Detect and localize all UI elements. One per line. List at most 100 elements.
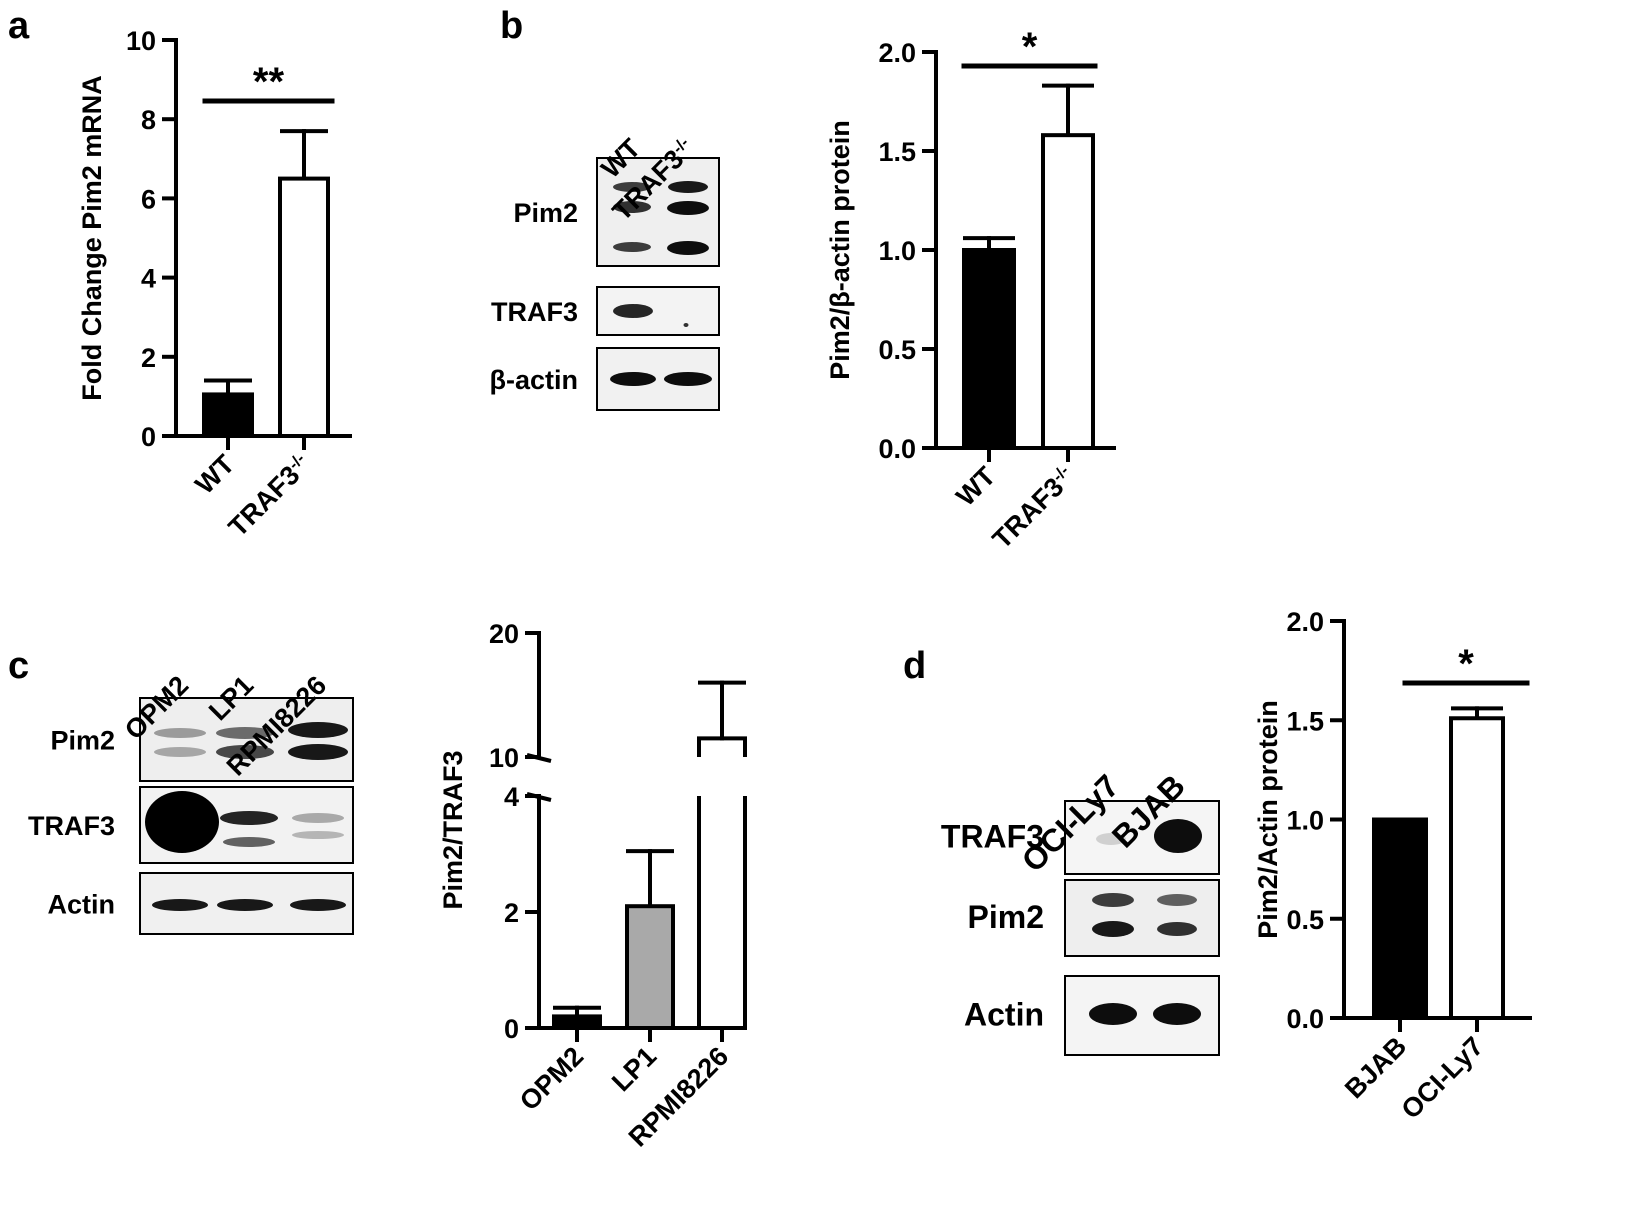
y-tick-label: 0.0	[878, 434, 916, 464]
y-tick-label: 0	[141, 422, 156, 452]
band	[613, 182, 651, 192]
blot-row-label: TRAF3	[491, 297, 578, 327]
y-axis-label: Fold Change Pim2 mRNA	[77, 75, 107, 401]
band	[1092, 921, 1134, 937]
panel-letter-c: c	[8, 645, 29, 687]
blot-strip: Pim2	[50, 697, 354, 782]
band	[613, 201, 651, 213]
band	[145, 791, 219, 853]
band	[1153, 1003, 1201, 1025]
y-tick-label: 4	[141, 264, 156, 294]
band	[220, 811, 278, 825]
y-axis-label: Pim2/TRAF3	[438, 750, 468, 909]
y-axis-label: Pim2/β-actin protein	[825, 120, 855, 380]
blot-strip: Pim2	[968, 879, 1220, 957]
x-tick-label: WT	[189, 449, 240, 500]
y-tick-label: 2	[504, 898, 519, 928]
x-tick-label: BJAB	[1339, 1031, 1412, 1104]
band	[292, 831, 344, 839]
y-tick-label: 4	[504, 782, 519, 812]
y-tick-label: 0.5	[878, 335, 916, 365]
band	[288, 722, 348, 738]
bar	[278, 176, 330, 438]
chart-c: 0 2 4 10 20 Pim2/TRAF3	[438, 619, 747, 1044]
y-tick-label: 1.0	[1286, 806, 1324, 836]
blot-strip: Pim2	[513, 157, 720, 267]
blot-strip: TRAF3	[491, 286, 720, 336]
bar	[1449, 716, 1505, 1020]
band	[1157, 922, 1197, 936]
blot-row-label: TRAF3	[28, 811, 115, 841]
blot-strip: β-actin	[490, 347, 720, 411]
blot-strip: Actin	[48, 872, 354, 935]
band	[288, 744, 348, 760]
band	[668, 181, 708, 193]
band	[1089, 1003, 1137, 1025]
band	[154, 728, 206, 738]
panel-letter-d: d	[903, 645, 926, 687]
x-tick-label: WT	[950, 461, 1001, 512]
band	[154, 747, 206, 757]
panel-letter-a: a	[8, 5, 30, 47]
bar-upper-segment	[697, 736, 747, 757]
y-tick-label: 8	[141, 105, 156, 135]
y-tick-label: 1.0	[878, 236, 916, 266]
band	[290, 899, 346, 911]
y-tick-label: 0.0	[1286, 1004, 1324, 1034]
y-tick-label: 10	[126, 26, 156, 56]
blot-row-label: β-actin	[490, 365, 579, 395]
western-blot-3: TRAF3 Pim2 Actin	[941, 800, 1220, 1056]
significance-marker: *	[1458, 642, 1474, 686]
x-tick-label: TRAF3-/-	[223, 449, 317, 543]
blot-row-label: Actin	[48, 890, 116, 920]
bar-lower-segment	[697, 796, 747, 1030]
y-tick-label: 2	[141, 343, 156, 373]
blot-row-label: Pim2	[513, 198, 578, 228]
significance-marker: **	[253, 60, 285, 104]
y-tick-label: 0	[504, 1014, 519, 1044]
y-tick-label: 1.5	[878, 137, 916, 167]
band	[667, 201, 709, 215]
y-tick-label: 1.5	[1286, 706, 1324, 736]
blot-row-label: Actin	[964, 997, 1044, 1033]
blot-frame	[139, 697, 354, 782]
y-tick-label: 2.0	[878, 38, 916, 68]
x-tick-label: OCI-Ly7	[1396, 1031, 1490, 1125]
y-tick-label: 20	[489, 619, 519, 649]
band	[216, 745, 274, 759]
chart-a: 0 2 4 6 8 10 Fold Change Pim2 mRNA **	[77, 26, 352, 452]
band	[217, 899, 273, 911]
band	[223, 837, 275, 847]
band	[664, 372, 712, 386]
bar	[1041, 133, 1095, 450]
band	[1154, 819, 1202, 853]
band	[1096, 833, 1126, 845]
spot	[683, 323, 689, 327]
band	[216, 727, 274, 739]
blot-frame	[1064, 879, 1220, 957]
band	[1092, 893, 1134, 907]
band	[1157, 894, 1197, 906]
blot-strip: TRAF3	[941, 800, 1220, 875]
band	[613, 304, 653, 318]
bar	[625, 904, 675, 1031]
blot-row-label: Pim2	[50, 726, 115, 756]
x-tick-label: TRAF3-/-	[987, 461, 1081, 555]
panel-letter-b: b	[500, 5, 523, 47]
band	[610, 372, 656, 386]
blot-row-label: Pim2	[968, 899, 1044, 935]
blot-row-label: TRAF3	[941, 819, 1044, 855]
bar	[962, 248, 1016, 450]
y-tick-label: 2.0	[1286, 607, 1324, 637]
blot-strip: Actin	[964, 975, 1220, 1056]
x-tick-label: OPM2	[514, 1041, 589, 1116]
chart-d: 0.0 0.5 1.0 1.5 2.0 Pim2/Actin protein *	[1253, 607, 1532, 1034]
band	[292, 813, 344, 823]
band	[667, 241, 709, 255]
bar	[1372, 817, 1428, 1020]
y-tick-label: 10	[489, 743, 519, 773]
x-tick-label: LP1	[606, 1041, 662, 1097]
blot-strip: TRAF3	[28, 786, 354, 864]
band	[152, 899, 208, 911]
